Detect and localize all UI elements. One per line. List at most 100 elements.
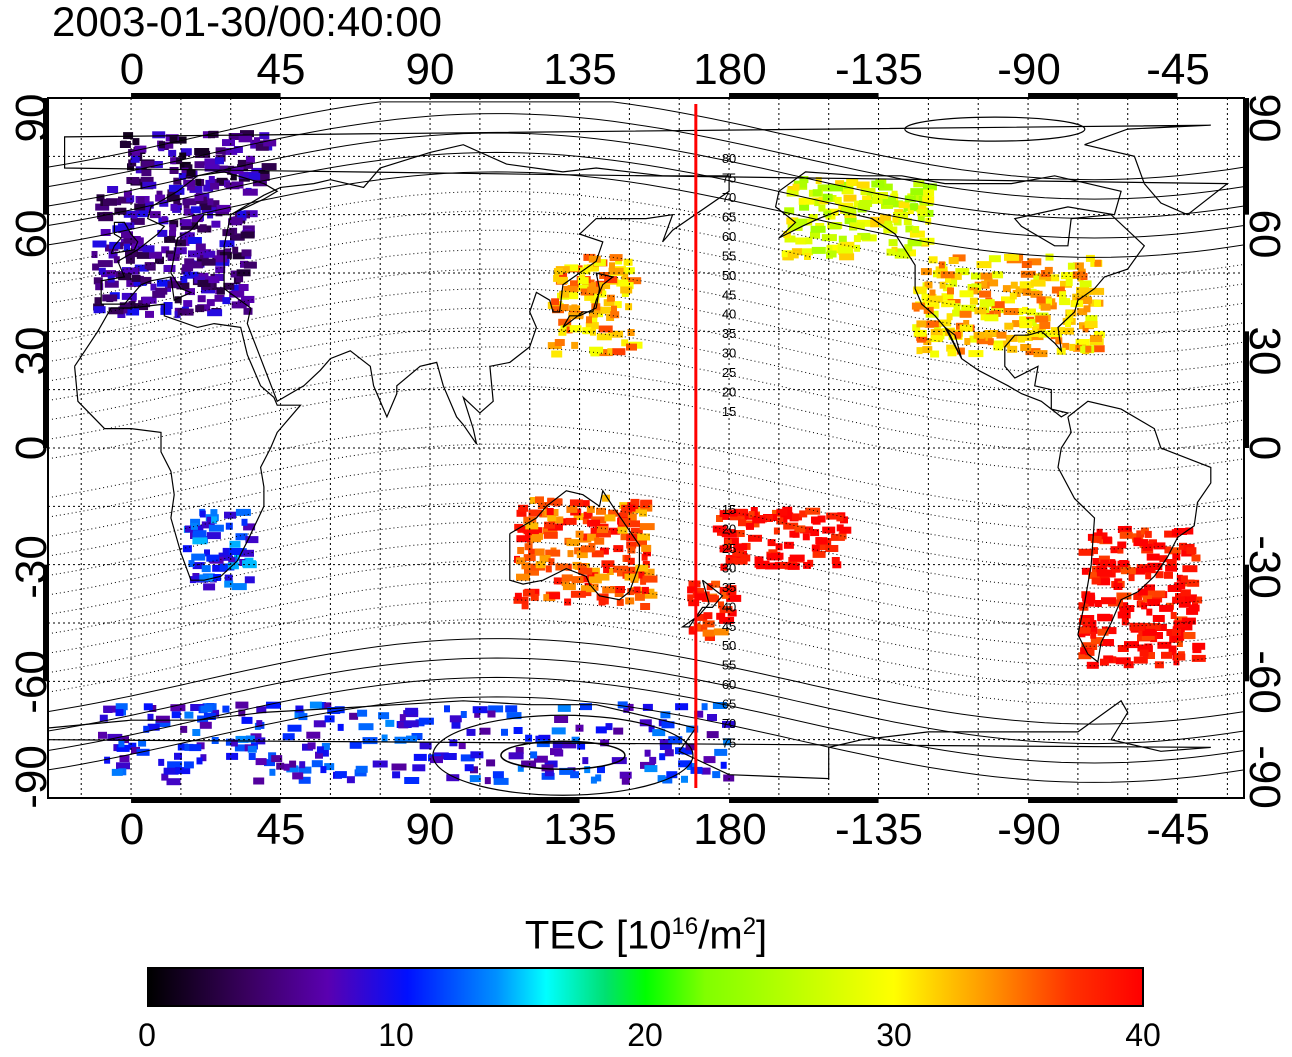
tec-cell — [578, 284, 589, 292]
tec-cell — [996, 331, 1007, 339]
tec-cell — [870, 220, 880, 228]
tec-cell — [712, 702, 727, 709]
tec-cell — [1022, 306, 1028, 314]
tec-cell — [167, 189, 179, 197]
colorbar-tick: 10 — [378, 1017, 414, 1053]
tec-cell — [181, 167, 189, 175]
tec-cell — [917, 209, 928, 217]
tec-cell — [1096, 528, 1103, 536]
colorbar-gradient — [147, 967, 1144, 1007]
tec-cell — [829, 222, 841, 230]
tec-cell — [610, 586, 625, 593]
tec-cell — [211, 220, 221, 228]
tec-cell — [1133, 593, 1143, 600]
tec-cell — [839, 526, 852, 534]
tec-cell — [121, 231, 133, 239]
tec-cell — [627, 513, 637, 521]
tec-cell — [707, 595, 719, 603]
tec-cell — [687, 586, 697, 594]
tec-cell — [940, 271, 955, 279]
lat-tick-left: -60 — [7, 650, 56, 714]
tec-cell — [597, 526, 608, 533]
tec-cell — [831, 557, 840, 564]
tec-cell — [238, 284, 249, 291]
tec-cell — [805, 507, 821, 515]
colorbar-title-exponent-2: 2 — [742, 913, 757, 940]
tec-cell — [216, 287, 225, 295]
tec-cell — [324, 763, 335, 771]
tec-cell — [564, 264, 579, 272]
tec-cell — [580, 585, 596, 593]
tec-cell — [547, 523, 563, 531]
tec-cell — [100, 229, 111, 236]
tec-cell — [626, 343, 637, 351]
mlat-label-north: 25 — [722, 365, 736, 380]
tec-cell — [292, 772, 304, 780]
mlat-label-south: 20 — [722, 522, 736, 537]
mlat-contour — [47, 171, 1245, 258]
tec-cell — [474, 710, 481, 718]
tec-cell — [1085, 599, 1095, 607]
tec-cell — [530, 593, 539, 601]
tec-map: 80 75 70 65 60 55 50 45 40 35 30 25 20 15 15 20 25 30 35 40… — [43, 93, 1249, 803]
mlat-label-south: 15 — [722, 502, 736, 517]
lat-tick-left: 30 — [7, 326, 56, 376]
tec-cell — [118, 740, 125, 748]
coastline-path — [1057, 400, 1212, 663]
tec-cell — [1094, 600, 1102, 607]
tec-cell — [1143, 595, 1152, 603]
tec-cell — [219, 251, 232, 259]
tec-cell — [313, 720, 326, 728]
tec-cell — [225, 522, 233, 530]
tec-cell — [641, 544, 652, 552]
tec-cell — [149, 211, 161, 219]
tec-cell — [930, 350, 940, 358]
tec-cell — [95, 203, 110, 211]
tec-cell — [547, 498, 563, 506]
frame-bar — [1244, 331, 1249, 448]
tec-cell — [133, 278, 147, 286]
tec-cell — [849, 222, 865, 230]
tec-cell — [703, 612, 713, 620]
mlat-label-south: 75 — [722, 735, 736, 750]
tec-cell — [487, 710, 496, 718]
tec-cell — [1170, 612, 1177, 619]
tec-cell — [1141, 602, 1148, 610]
tec-cell — [143, 725, 150, 733]
tec-cell — [104, 280, 119, 288]
tec-cell — [93, 306, 106, 314]
tec-cell — [99, 714, 108, 722]
tec-cell — [941, 293, 954, 301]
tec-cell — [748, 511, 755, 519]
tec-cell — [178, 173, 186, 180]
tec-cell — [838, 532, 847, 540]
tec-cell — [706, 583, 713, 591]
tec-cell — [1010, 281, 1018, 289]
tec-cell — [1003, 308, 1019, 315]
tec-cell — [834, 196, 842, 204]
tec-cell — [184, 525, 193, 533]
tec-cell — [195, 305, 205, 313]
tec-cell — [180, 276, 188, 283]
tec-cell — [990, 306, 1005, 314]
tec-cell — [565, 517, 577, 525]
tec-cell — [1117, 611, 1131, 619]
tec-cell — [241, 716, 253, 724]
tec-cell — [987, 338, 994, 346]
tec-cell — [551, 350, 563, 358]
tec-cell — [1091, 577, 1101, 585]
tec-cell — [571, 576, 584, 584]
tec-cell — [818, 204, 826, 212]
tec-cell — [227, 562, 239, 570]
tec-cell — [215, 258, 230, 266]
tec-cell — [182, 198, 197, 206]
tec-cell — [1099, 658, 1109, 666]
tec-cell — [508, 752, 524, 760]
tec-cell — [566, 505, 578, 513]
lat-tick-left: -90 — [7, 745, 56, 809]
tec-cell — [939, 319, 952, 327]
frame-bar — [430, 798, 580, 803]
tec-cell — [697, 613, 708, 621]
tec-cell — [949, 272, 962, 280]
tec-cell — [563, 285, 578, 293]
